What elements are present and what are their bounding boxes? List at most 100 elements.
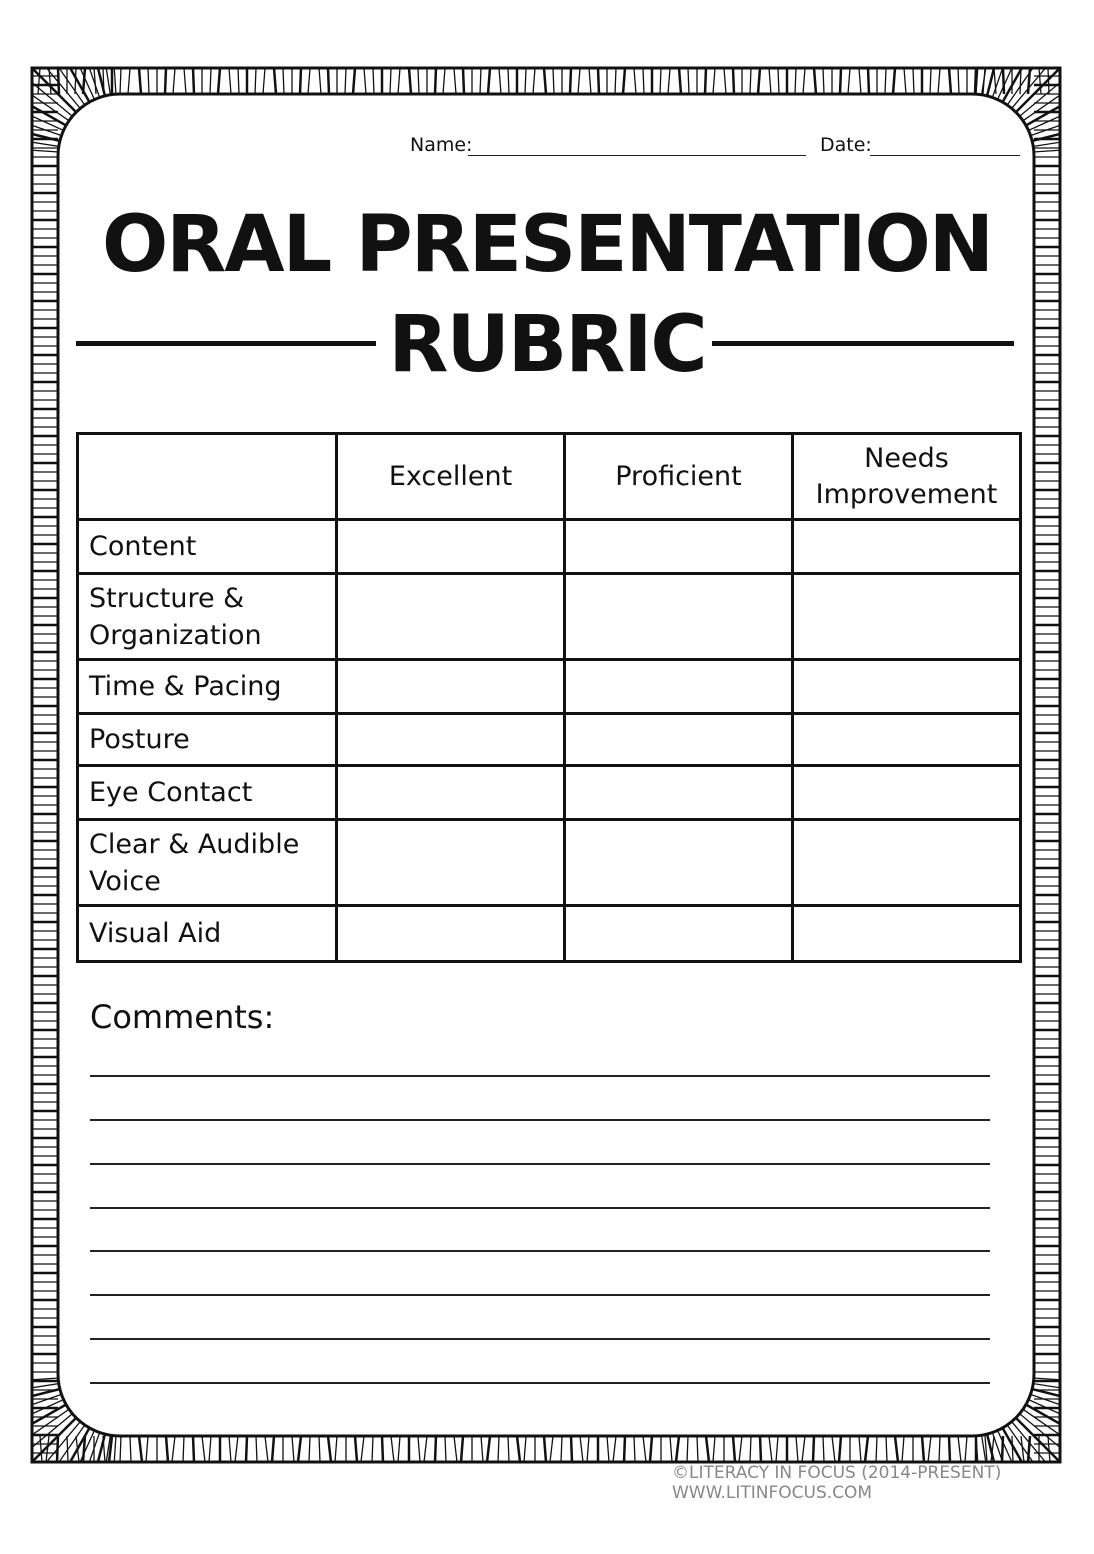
border-hatch [831, 1435, 836, 1463]
border-hatch [119, 67, 122, 95]
border-hatch [723, 67, 727, 95]
score-cell-proficient[interactable] [563, 818, 794, 907]
border-hatch [973, 67, 978, 95]
border-hatch [633, 1435, 636, 1463]
score-cell-excellent[interactable] [335, 818, 566, 907]
score-cell-needs-improvement[interactable] [791, 658, 1022, 715]
border-hatch [568, 67, 573, 95]
score-cell-proficient[interactable] [563, 658, 794, 715]
title-rule-right [712, 341, 1014, 346]
border-hatch [145, 1435, 149, 1463]
score-cell-excellent[interactable] [335, 904, 566, 963]
border-hatch [560, 1435, 563, 1463]
border-hatch [264, 1435, 269, 1463]
border-hatch [893, 1435, 900, 1463]
border-hatch [318, 1435, 321, 1463]
border-hatch [579, 1435, 584, 1463]
border-hatch [172, 67, 176, 95]
score-cell-needs-improvement[interactable] [791, 904, 1022, 963]
border-hatch [523, 1435, 527, 1463]
score-cell-proficient[interactable] [563, 712, 794, 767]
border-hatch [498, 67, 502, 95]
header-needs-improvement: Needs Improvement [791, 432, 1022, 521]
border-hatch [811, 1435, 816, 1463]
criterion-label: Time & Pacing [76, 658, 338, 715]
border-hatch [209, 67, 212, 95]
border-hatch [758, 1435, 763, 1463]
border-hatch [107, 1435, 114, 1463]
border-hatch [674, 1435, 681, 1463]
score-cell-excellent[interactable] [335, 518, 566, 575]
border-hatch [1038, 67, 1042, 95]
border-hatch [622, 1435, 627, 1463]
border-hatch [1020, 1435, 1025, 1463]
border-hatch [433, 1435, 438, 1463]
border-hatch [308, 1435, 311, 1463]
border-hatch [858, 67, 862, 95]
border-hatch [262, 67, 266, 95]
comment-line[interactable] [90, 1338, 990, 1340]
border-hatch [1019, 67, 1022, 95]
score-cell-excellent[interactable] [335, 658, 566, 715]
criterion-label: Clear & Audible Voice [76, 818, 338, 907]
comment-line[interactable] [90, 1207, 990, 1209]
score-cell-needs-improvement[interactable] [791, 712, 1022, 767]
border-hatch [423, 1435, 428, 1463]
score-cell-proficient[interactable] [563, 572, 794, 661]
border-hatch [822, 1435, 825, 1463]
border-hatch [389, 67, 392, 95]
border-hatch [163, 67, 168, 95]
border-hatch [507, 67, 510, 95]
border-hatch [614, 67, 617, 95]
comment-line[interactable] [90, 1294, 990, 1296]
date-field[interactable] [870, 155, 1020, 156]
score-cell-proficient[interactable] [563, 518, 794, 575]
border-hatch [586, 1435, 590, 1463]
score-cell-excellent[interactable] [335, 712, 566, 767]
border-hatch [237, 67, 240, 95]
comment-line[interactable] [90, 1119, 990, 1121]
comment-line[interactable] [90, 1163, 990, 1165]
border-hatch [485, 1435, 492, 1463]
table-row: Content [76, 518, 1022, 575]
border-hatch [669, 1435, 673, 1463]
score-cell-proficient[interactable] [563, 904, 794, 963]
border-hatch [407, 67, 413, 95]
border-hatch [596, 67, 601, 95]
score-cell-needs-improvement[interactable] [791, 764, 1022, 821]
border-hatch [461, 67, 466, 95]
border-hatch [606, 1435, 610, 1463]
border-hatch [901, 1435, 905, 1463]
border-hatch [353, 1435, 359, 1463]
border-hatch [234, 1435, 239, 1463]
border-hatch [532, 67, 536, 95]
border-hatch [885, 1435, 888, 1463]
comment-line[interactable] [90, 1382, 990, 1384]
border-hatch [549, 1435, 554, 1463]
border-hatch [731, 67, 736, 95]
border-hatch [296, 1435, 303, 1463]
table-row: Clear & Audible Voice [76, 818, 1022, 907]
comment-line[interactable] [90, 1075, 990, 1077]
comment-line[interactable] [90, 1250, 990, 1252]
border-hatch [453, 67, 457, 95]
border-hatch [56, 67, 61, 95]
score-cell-needs-improvement[interactable] [791, 572, 1022, 661]
rubric-table: Excellent Proficient Needs Improvement C… [76, 432, 1022, 963]
border-hatch [712, 67, 716, 95]
border-hatch [866, 67, 871, 95]
date-label: Date: [820, 134, 872, 156]
border-hatch [659, 67, 662, 95]
score-cell-proficient[interactable] [563, 764, 794, 821]
border-hatch [964, 1435, 968, 1463]
score-cell-excellent[interactable] [335, 572, 566, 661]
border-hatch [847, 67, 851, 95]
score-cell-excellent[interactable] [335, 764, 566, 821]
name-field[interactable] [468, 155, 806, 156]
border-hatch [147, 67, 150, 95]
border-hatch [648, 1435, 654, 1463]
border-hatch [182, 1435, 185, 1463]
score-cell-needs-improvement[interactable] [791, 518, 1022, 575]
score-cell-needs-improvement[interactable] [791, 818, 1022, 907]
